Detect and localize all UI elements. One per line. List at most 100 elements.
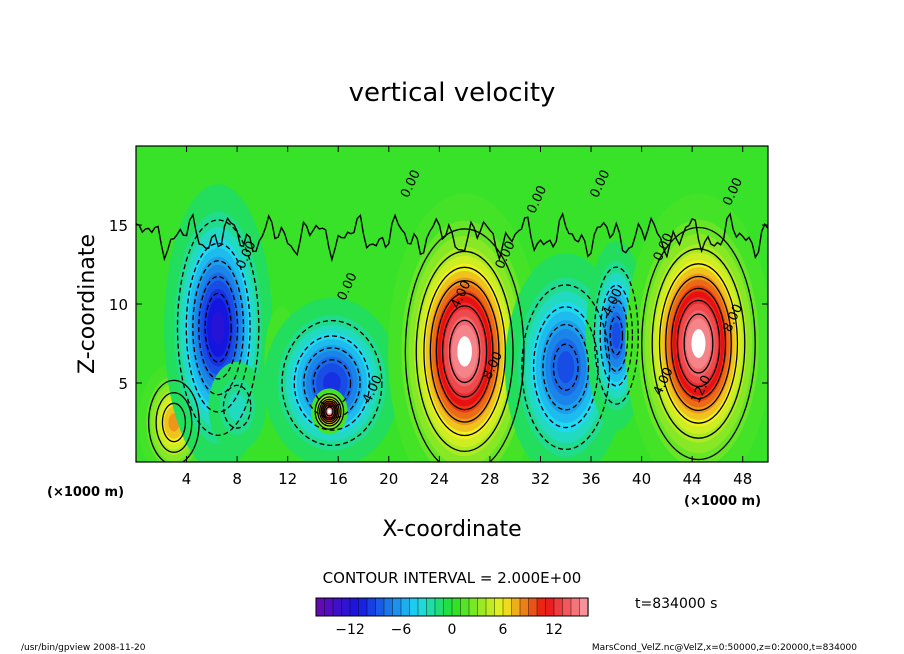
contour-line xyxy=(155,392,193,453)
contour-line xyxy=(676,299,721,388)
colorbar-swatch xyxy=(494,597,504,617)
footer-left: /usr/bin/gpview 2008-11-20 xyxy=(21,643,146,653)
contour-line xyxy=(441,305,488,398)
colorbar-swatch xyxy=(536,597,547,617)
x-axis-label: X-coordinate xyxy=(382,517,521,542)
colorbar-swatch xyxy=(324,597,334,617)
contour-line xyxy=(314,393,345,430)
colorbar: −12 −6 0 6 12 xyxy=(315,597,589,638)
x-tick-label: 16 xyxy=(329,470,348,488)
y-axis-label: Z-coordinate xyxy=(75,234,100,374)
colorbar-swatch xyxy=(434,597,445,617)
x-tick-label: 36 xyxy=(581,470,600,488)
colorbar-tick-label: 12 xyxy=(545,622,563,638)
x-tick-label: 12 xyxy=(278,470,297,488)
contour-line xyxy=(204,292,232,363)
x-tick-label: 48 xyxy=(733,470,752,488)
contour-line xyxy=(198,275,239,380)
colorbar-swatch xyxy=(545,597,555,617)
x-tick-label: 4 xyxy=(182,470,192,488)
contour-line xyxy=(319,398,340,425)
contour-line xyxy=(448,319,481,384)
colorbar-tick-label: −12 xyxy=(335,622,365,638)
colorbar-swatch xyxy=(400,597,411,617)
colorbar-swatch xyxy=(468,597,479,617)
contour-line xyxy=(322,402,337,421)
colorbar-swatch xyxy=(579,597,589,617)
colorbar-swatch xyxy=(562,597,572,617)
colorbar-frame xyxy=(315,597,589,617)
colorbar-swatch xyxy=(460,597,470,617)
colorbar-swatch xyxy=(528,597,538,617)
contour-line xyxy=(176,219,260,437)
colorbar-swatch xyxy=(443,597,453,617)
field-level xyxy=(457,336,472,367)
colorbar-swatch xyxy=(392,597,402,617)
contour-line xyxy=(192,260,245,396)
contour-line xyxy=(670,287,727,400)
colorbar-ticks: −12 −6 0 6 12 xyxy=(335,622,563,638)
x-tick-label: 32 xyxy=(531,470,550,488)
colorbar-swatch xyxy=(502,597,513,617)
contour-interval-text: CONTOUR INTERVAL = 2.000E+00 xyxy=(323,569,582,587)
contour-line xyxy=(542,323,590,411)
plot-area: 0.00 0.00 0.00 0.000.000.000.00 0.004.008.00… xyxy=(109,145,769,488)
x-tick-label: 44 xyxy=(683,470,702,488)
contour-line xyxy=(317,396,342,427)
colorbar-tick-label: 0 xyxy=(448,622,457,638)
colorbar-swatch xyxy=(553,597,564,617)
zero-contour xyxy=(136,211,768,263)
x-axis-ticks: 4 8 12 16 20 24 28 32 36 40 44 48 xyxy=(182,146,752,488)
contour-line xyxy=(222,384,252,429)
velocity-cell xyxy=(625,193,768,462)
colorbar-swatch xyxy=(417,597,428,617)
y-tick-label: 15 xyxy=(109,217,128,235)
x-tick-label: 24 xyxy=(430,470,449,488)
field-level xyxy=(327,409,332,414)
contour-line xyxy=(593,266,639,405)
colorbar-swatch xyxy=(451,597,462,617)
colorbar-swatches xyxy=(315,597,589,617)
contour-line xyxy=(658,263,739,424)
colorbar-tick-label: 6 xyxy=(499,622,508,638)
field-level xyxy=(323,371,341,395)
contour-line xyxy=(683,313,714,374)
colorbar-swatch xyxy=(315,597,326,617)
x-tick-label: 20 xyxy=(379,470,398,488)
colorbar-swatch xyxy=(426,597,436,617)
contour-line xyxy=(651,248,746,439)
field-level xyxy=(227,392,247,422)
colorbar-swatch xyxy=(383,597,394,617)
field-level xyxy=(211,311,225,345)
x-tick-label: 8 xyxy=(232,470,242,488)
contour-line xyxy=(293,335,371,431)
contour-line xyxy=(303,347,361,419)
contour-line xyxy=(641,226,756,461)
contour-line xyxy=(404,228,525,462)
contour-line xyxy=(665,275,732,412)
x-unit-right: (×1000 m) xyxy=(684,494,761,509)
contour-line xyxy=(185,242,251,413)
contour-lines xyxy=(136,211,768,462)
contour-line xyxy=(604,299,629,372)
y-axis-ticks: 5 10 15 xyxy=(109,217,768,393)
velocity-cell xyxy=(208,361,266,452)
contour-line xyxy=(521,284,611,451)
field-level xyxy=(557,351,575,384)
colorbar-swatch xyxy=(570,597,581,617)
contour-line xyxy=(320,400,339,423)
footer-right: MarsCond_VelZ.nc@VelZ,x=0:50000,z=0:2000… xyxy=(592,643,857,653)
contour-line xyxy=(532,306,599,429)
time-label: t=834000 s xyxy=(635,596,717,612)
colorbar-swatch xyxy=(358,597,368,617)
colorbar-swatch xyxy=(332,597,343,617)
colorbar-tick-label: −6 xyxy=(391,622,412,638)
x-unit-left: (×1000 m) xyxy=(47,485,124,500)
colorbar-swatch xyxy=(409,597,419,617)
contour-line xyxy=(323,404,336,419)
colorbar-swatch xyxy=(485,597,496,617)
contour-line xyxy=(161,402,187,443)
colorbar-swatch xyxy=(519,597,530,617)
x-tick-label: 28 xyxy=(480,470,499,488)
